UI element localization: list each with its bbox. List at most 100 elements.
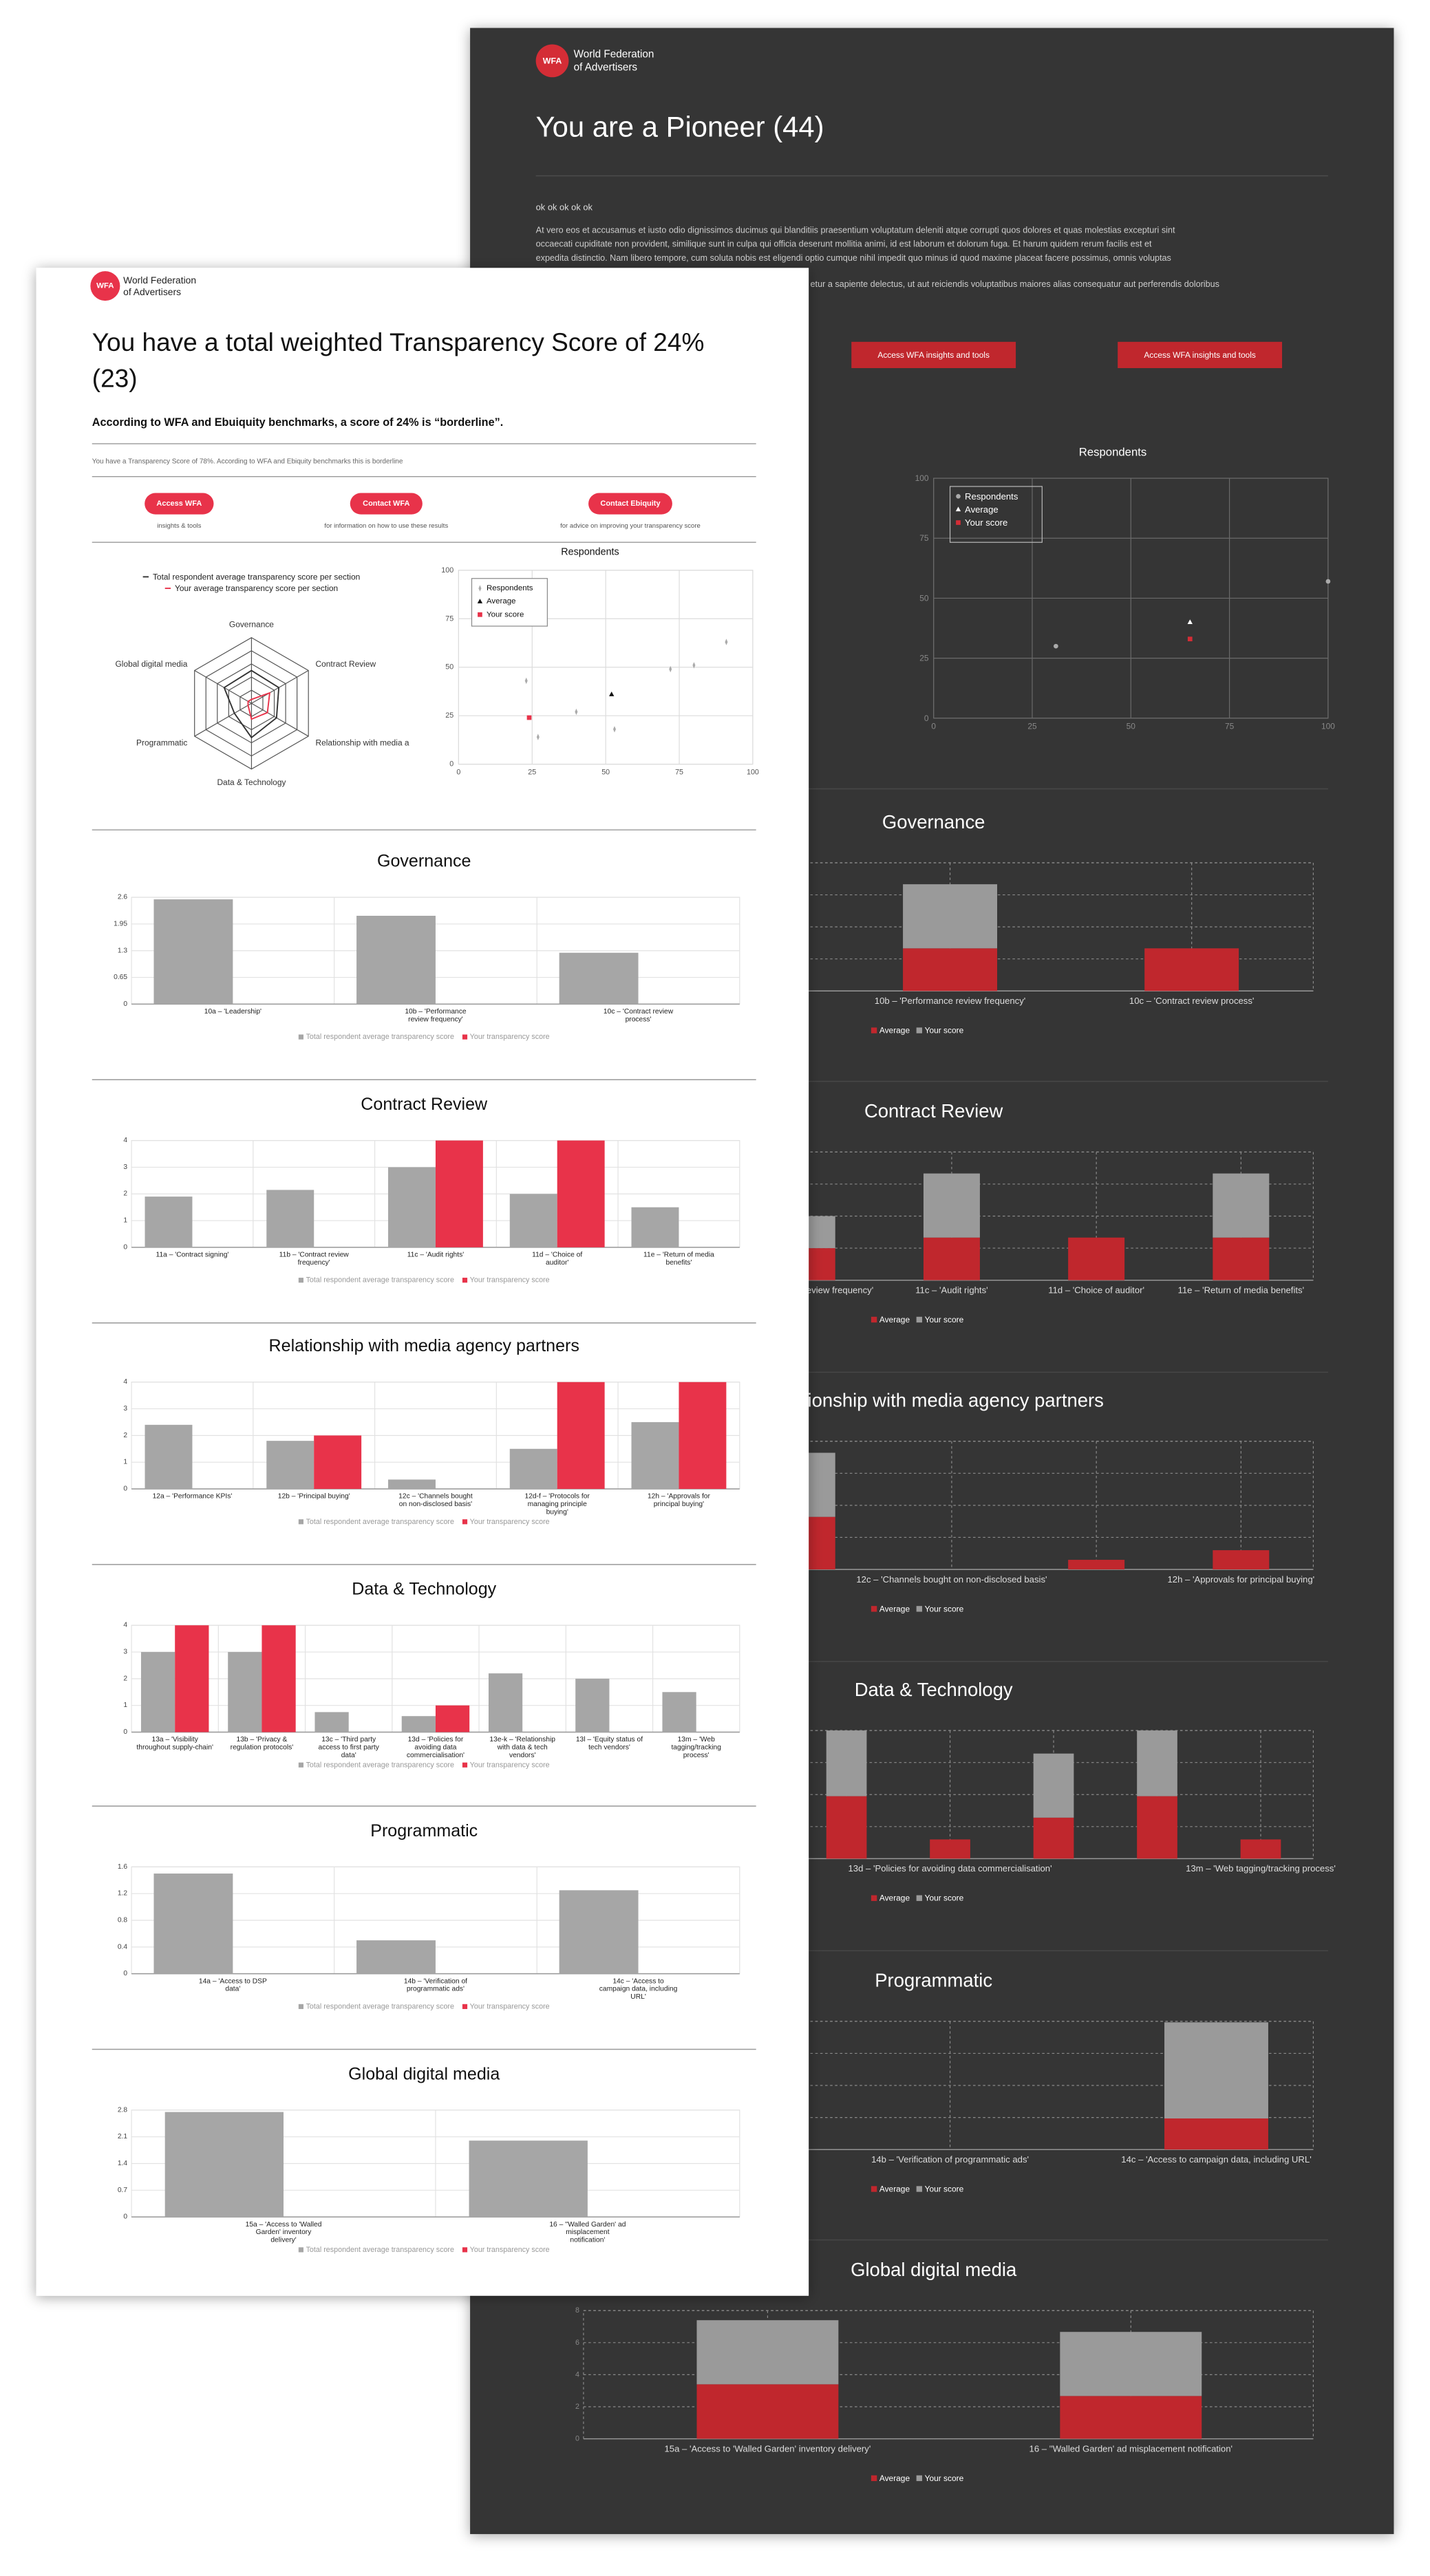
button[interactable]: Access WFA (145, 493, 214, 515)
y-tick-label: 1.6 (118, 1863, 128, 1871)
y-tick-label: 3 (123, 1649, 127, 1656)
org-name: of Advertisers (123, 286, 181, 297)
white-report: WFA World Federation of Advertisers You … (36, 268, 809, 2296)
y-tick-label: 3 (123, 1405, 127, 1413)
legend-swatch (916, 2186, 923, 2192)
x-tick-label: 11e – 'Return of media benefits' (643, 1251, 714, 1266)
legend-label: Total respondent average transparency sc… (153, 572, 360, 581)
x-tick-label: 11c – 'Audit rights' (915, 1285, 988, 1295)
radar-series (223, 669, 280, 739)
button-label: Contact Ebiquity (600, 500, 661, 508)
button-bg (851, 341, 1016, 369)
bar (164, 2112, 284, 2218)
y-tick-label: 0 (449, 760, 453, 769)
label-line: data' (225, 1985, 240, 1993)
logo-text: WFA (96, 282, 114, 290)
label-line: URL' (630, 1993, 646, 2000)
intro: ok ok ok ok ok (536, 202, 593, 212)
label-line: 12h – 'Approvals for (648, 1492, 711, 1500)
y-tick-label: 2 (123, 1675, 127, 1682)
label-line: 11d – 'Choice of (532, 1251, 582, 1258)
radar-axis-label: Global digital media (116, 659, 188, 669)
legend-label: Average (879, 1026, 910, 1035)
bar (559, 1890, 639, 1974)
label-line: 13e-k – 'Relationship (489, 1736, 555, 1743)
x-tick-label: 13m – 'Web tagging/tracking process' (671, 1736, 721, 1759)
page-title: (23) (92, 363, 138, 392)
bar (388, 1167, 436, 1247)
x-tick-label: 15a – 'Access to 'Walled Garden' inventor… (246, 2220, 322, 2244)
y-tick-label: 2 (575, 2403, 579, 2411)
bar-segment (1213, 1237, 1270, 1280)
bar-segment (930, 1839, 970, 1859)
x-tick-label: 11c – 'Audit rights' (407, 1251, 465, 1258)
bar-segment (1213, 1550, 1270, 1570)
bar (631, 1421, 679, 1489)
bar (153, 899, 233, 1005)
bar (509, 1194, 557, 1247)
section-title: Global digital media (348, 2064, 500, 2083)
paragraph-line: expedita distinctio. Nam libero tempore,… (536, 253, 1171, 263)
x-tick-label: 12a – 'Performance KPIs' (153, 1492, 233, 1500)
section-title: Contract Review (361, 1095, 488, 1114)
button-label: Contact WFA (363, 500, 409, 508)
section-title: Data & Technology (855, 1679, 1013, 1700)
y-tick-label: 0.4 (118, 1943, 128, 1951)
bar-segment (923, 1173, 980, 1238)
legend-marker (477, 599, 483, 603)
label-line: buying' (546, 1508, 568, 1516)
legend-swatch (916, 2475, 923, 2482)
button[interactable]: Access WFA insights and tools (1118, 341, 1283, 369)
org-name: World Federation (123, 275, 196, 286)
button[interactable]: Contact Ebiquity (588, 493, 672, 515)
legend-label: Your transparency score (470, 1761, 550, 1769)
label-line: commercialisation' (407, 1751, 465, 1759)
label-line: 12b – 'Principal buying' (278, 1492, 350, 1500)
bar-segment (1060, 2332, 1202, 2396)
label-line: 14b – 'Verification of (404, 1977, 467, 1985)
label-line: 11a – 'Contract signing' (156, 1251, 229, 1258)
legend-swatch (871, 1027, 877, 1033)
button[interactable]: Access WFA insights and tools (851, 341, 1016, 369)
bar (175, 1625, 209, 1732)
bar-segment (1213, 1173, 1270, 1238)
bar (401, 1716, 436, 1732)
label-line: frequency' (298, 1258, 330, 1266)
legend-label: Your score (925, 1315, 964, 1324)
y-tick-label: 1 (123, 1702, 127, 1709)
legend-label: Average (965, 504, 999, 515)
bar-segment (1137, 1796, 1177, 1859)
button[interactable]: Contact WFA (350, 493, 423, 515)
radar-axis-label: Data & Technology (217, 777, 286, 787)
org-name: of Advertisers (574, 61, 638, 73)
bar (314, 1435, 362, 1489)
page-title: You are a Pioneer (44) (536, 110, 824, 142)
label-line: Garden' inventory (256, 2229, 312, 2236)
legend-label: Total respondent average transparency sc… (306, 2002, 454, 2010)
logo-text: WFA (543, 56, 562, 65)
x-tick-label: 13c – 'Third party access to first party d… (318, 1736, 379, 1759)
x-tick-label: 10c – 'Contract review process' (604, 1008, 674, 1023)
section-title: Global digital media (851, 2259, 1017, 2280)
scatter-point (692, 662, 696, 669)
bar-segment (1068, 1237, 1125, 1280)
scatter-point (1325, 579, 1331, 584)
bar (488, 1673, 523, 1732)
y-tick-label: 0.65 (114, 974, 127, 981)
legend-marker (956, 520, 961, 525)
legend-swatch (462, 2247, 468, 2253)
label-line: principal buying' (654, 1501, 704, 1508)
label-line: 15a – 'Access to 'Walled (246, 2220, 322, 2228)
y-tick-label: 0 (123, 1000, 127, 1008)
label-line: 10c – 'Contract review (604, 1008, 674, 1016)
y-tick-label: 100 (441, 566, 453, 575)
y-tick-label: 4 (575, 2370, 579, 2379)
scatter-point (1054, 643, 1058, 649)
label-line: managing principle (528, 1501, 587, 1508)
legend-swatch (462, 1278, 468, 1283)
bar-segment (1137, 1730, 1177, 1796)
scatter-point (526, 715, 532, 720)
legend-swatch (462, 1034, 468, 1040)
label-line: 10b – 'Performance (405, 1008, 467, 1016)
x-tick-label: 15a – 'Access to 'Walled Garden' invento… (664, 2443, 871, 2454)
